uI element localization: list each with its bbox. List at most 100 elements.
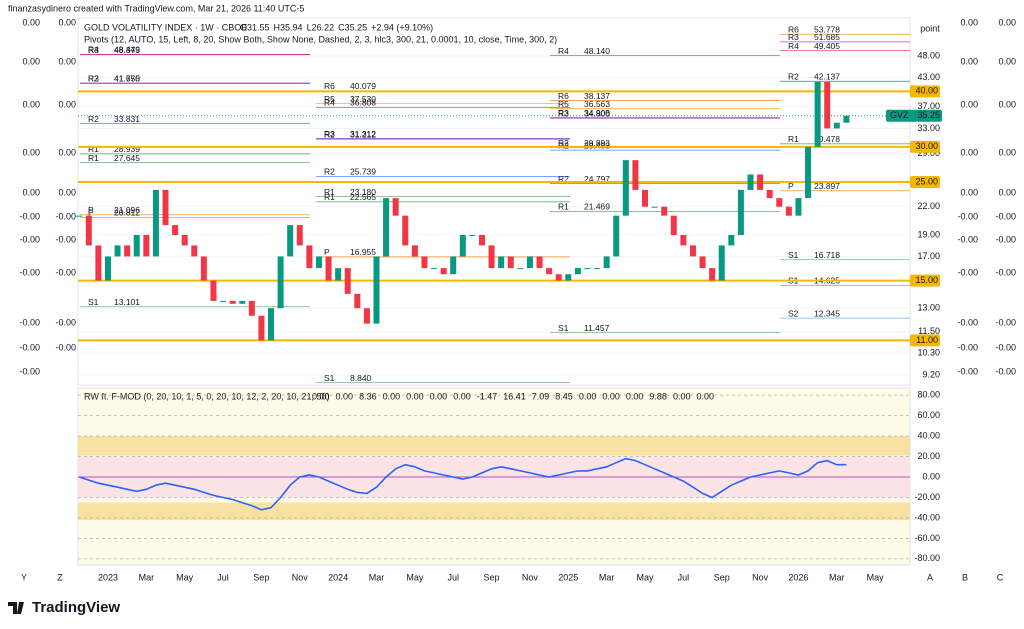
side-scale-label: 0.00 [58,99,76,109]
side-scale-label: 0.00 [998,99,1016,109]
candle [191,245,198,257]
corner-letter: B [962,572,968,582]
pivot-value: 34.800 [584,108,610,118]
candle [517,268,524,270]
pivot-value: 20.812 [114,208,140,218]
pivot-value: 31.312 [350,129,376,139]
pivot-value: 42.137 [814,72,840,82]
level-label: 15.00 [915,275,938,285]
y-tick-label: 17.00 [917,251,940,261]
corner-letter: Z [57,572,63,582]
logo-icon [8,602,24,614]
pivot-name: R6 [558,91,569,101]
candle [133,234,140,257]
indicator-value: 0.00 [336,391,354,401]
candle [526,256,533,269]
pivot-name: R4 [324,98,335,108]
pivot-name: R1 [324,192,335,202]
pivot-value: 22.565 [350,192,376,202]
candle [354,293,361,309]
candle [268,308,274,341]
side-scale-label: -0.00 [957,366,978,376]
side-scale-label: 0.00 [960,56,978,66]
candle [392,198,399,216]
pivot-value: 33.831 [114,114,140,124]
pivot-name: R3 [558,108,569,118]
side-scale-label: 0.00 [960,147,978,157]
candle [258,315,265,341]
candle [478,234,485,246]
candle [104,256,111,281]
candle [747,174,754,190]
candle [296,225,303,246]
side-scale-label: 0.00 [58,17,76,27]
side-scale-label: -0.00 [995,267,1016,277]
level-label: 25.00 [915,176,938,186]
candle [507,256,514,269]
pivot-name: R2 [788,72,799,82]
band [78,502,910,520]
candle [728,234,735,246]
candle [469,234,476,236]
side-scale-label: 0.00 [998,56,1016,66]
level-box [910,176,940,189]
x-tick-label: 2024 [328,572,348,582]
candle [383,198,390,257]
x-tick-label: Nov [292,572,309,582]
side-scale-label: -0.00 [19,342,40,352]
side-scale-label: 0.00 [58,147,76,157]
candle [239,300,246,304]
side-scale-label: -0.00 [55,234,76,244]
y-tick-label: 60.00 [917,410,940,420]
side-scale-label: -0.00 [995,366,1016,376]
pivot-name: P [88,205,94,215]
side-scale-label: -0.00 [995,317,1016,327]
side-scale-label: -0.00 [55,267,76,277]
indicator-value: 9.88 [649,391,667,401]
candle [824,81,831,129]
pivot-name: R3 [788,32,799,42]
candle [152,189,159,257]
x-tick-label: Mar [369,572,385,582]
y-tick-label: 37.00 [917,101,940,111]
indicator-value: 0.00 [602,391,620,401]
y-tick-label: 33.00 [917,123,940,133]
level-label: 40.00 [915,86,938,96]
candle [95,245,102,281]
side-scale-label: -0.00 [957,234,978,244]
candle [843,115,850,123]
pivot-name: R2 [558,174,569,184]
indicator-value: 7.09 [532,391,550,401]
candle [143,234,150,257]
logo: TradingView [8,599,120,616]
side-scale-label: -0.00 [55,342,76,352]
candle [124,245,131,257]
candle [162,189,169,226]
level-box [910,85,940,98]
level-label: 11.00 [916,335,938,345]
candle [210,280,217,301]
x-tick-label: Nov [522,572,539,582]
pivot-value: 34.908 [584,108,610,118]
pivot-value: 28.939 [114,144,140,154]
pivot-name: R1 [788,134,799,144]
side-scale-label: 0.00 [960,17,978,27]
side-scale-label: 0.00 [58,187,76,197]
pivot-name: R2 [324,167,335,177]
pivot-name: R1 [558,202,569,212]
side-scale-label: 0.00 [960,99,978,109]
indicator-value: 0.00 [430,391,448,401]
pivot-name: R3 [324,129,335,139]
pivot-value: 27.645 [114,153,140,163]
side-scale-label: -0.00 [55,211,76,221]
pivot-value: 38.137 [584,91,610,101]
side-scale-label: 0.00 [58,56,76,66]
pivot-name: S1 [88,297,99,307]
y-tick-label: -40.00 [914,512,940,522]
candle [488,245,495,269]
side-scale-label: -0.00 [19,211,40,221]
candle [651,206,658,208]
candle [814,81,821,147]
y-tick-label: -20.00 [914,492,940,502]
y-tick-label: -60.00 [914,533,940,543]
